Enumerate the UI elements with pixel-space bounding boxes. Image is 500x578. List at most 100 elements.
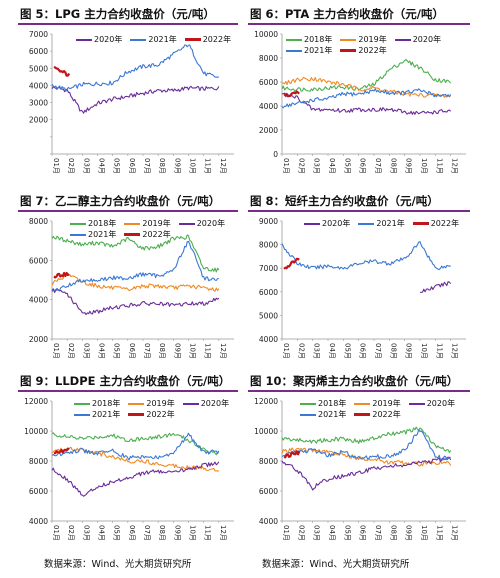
chart-title: 图 9：LLDPE 主力合约收盘价（元/吨） <box>20 374 231 388</box>
y-tick-label: 6000 <box>259 78 278 87</box>
legend-item: 2022年 <box>354 409 401 420</box>
series-line-2021 <box>51 432 220 461</box>
legend-item: 2020年 <box>408 398 456 409</box>
series-line-2018 <box>281 59 452 92</box>
source-note: 数据来源：Wind、光大期货研究所 <box>44 559 192 570</box>
legend-swatch <box>300 413 316 416</box>
legend-label: 2020年 <box>200 399 230 408</box>
legend-item: 2022年 <box>124 229 171 240</box>
series-line-2020 <box>51 288 220 316</box>
x-tick-label: 04月 <box>98 343 106 359</box>
chart-panel-psf: 图 8：短纤主力合约收盘价（元/吨） 2020年 2021年 2022年 4000 5… <box>248 193 470 367</box>
x-tick-label: 08月 <box>389 525 397 541</box>
x-tick-label: 10月 <box>189 525 197 541</box>
x-tick-label: 07月 <box>374 525 382 541</box>
legend-label: 2020年 <box>412 35 442 44</box>
x-tick-label: 06月 <box>128 158 136 174</box>
y-tick-label: 4000 <box>29 296 48 305</box>
x-tick-label: 07月 <box>374 343 382 359</box>
legend-label: 2018年 <box>318 399 347 408</box>
legend-item: 2022年 <box>184 34 232 45</box>
legend-swatch <box>70 222 86 225</box>
legend-label: 2018年 <box>304 35 333 44</box>
legend-label: 2019年 <box>146 399 175 408</box>
chart-title: 图 7：乙二醇主力合约收盘价（元/吨） <box>20 194 221 208</box>
legend-item: 2022年 <box>412 218 459 229</box>
legend-label: 2021年 <box>92 410 121 419</box>
legend-label: 2021年 <box>148 35 177 44</box>
x-tick-label: 03月 <box>313 525 321 541</box>
legend-swatch <box>130 38 147 41</box>
legend-swatch <box>76 38 92 41</box>
x-tick-label: 08月 <box>389 343 397 359</box>
x-tick-label: 09月 <box>173 158 181 174</box>
legend-item: 2022年 <box>340 45 387 56</box>
legend-swatch <box>300 402 316 405</box>
legend-label: 2022年 <box>142 230 171 239</box>
series-line-2022 <box>53 271 70 279</box>
y-tick-label: 4000 <box>29 517 48 526</box>
x-tick-label: 07月 <box>143 343 151 359</box>
legend-item: 2021年 <box>70 229 116 240</box>
y-tick-label: 6000 <box>29 487 48 496</box>
y-tick-label: 6000 <box>259 487 278 496</box>
y-tick-label: 8000 <box>259 54 278 63</box>
series-line-2022 <box>283 257 300 270</box>
legend-label: 2022年 <box>358 46 387 55</box>
x-tick-label: 01月 <box>282 525 290 541</box>
series-line-2021 <box>281 241 451 271</box>
x-tick-label: 11月 <box>435 525 443 541</box>
title-rule <box>18 390 238 392</box>
legend-label: 2022年 <box>202 35 232 44</box>
legend-swatch <box>184 38 201 41</box>
y-tick-label: 6000 <box>259 288 278 297</box>
y-tick-label: 4000 <box>259 517 278 526</box>
legend-item: 2018年 <box>70 218 116 229</box>
series-line-2021 <box>281 429 451 461</box>
chart-plot: 0 2000 4000 6000 8000 10000 01月 02月 03月 04月 05月 06月… <box>254 30 466 174</box>
x-tick-label: 05月 <box>113 158 121 174</box>
x-tick-label: 12月 <box>219 343 227 359</box>
x-tick-label: 02月 <box>297 158 305 174</box>
chart-panel-meg: 图 7：乙二醇主力合约收盘价（元/吨） 2018年 2019年 2020年 2021年… <box>18 193 238 367</box>
x-tick-label: 04月 <box>98 525 106 541</box>
x-tick-label: 09月 <box>173 343 181 359</box>
x-tick-label: 06月 <box>128 343 136 359</box>
y-tick-label: 12000 <box>24 397 48 406</box>
legend-item: 2018年 <box>300 398 346 409</box>
y-tick-label: 9000 <box>259 217 278 226</box>
legend-label: 2020年 <box>322 219 351 228</box>
legend-label: 2021年 <box>318 410 347 419</box>
x-tick-label: 02月 <box>67 525 75 541</box>
legend-swatch <box>354 413 371 416</box>
chart-title: 图 8：短纤主力合约收盘价（元/吨） <box>250 194 439 208</box>
legend-label: 2019年 <box>372 399 401 408</box>
legend-item: 2018年 <box>74 398 120 409</box>
legend-label: 2018年 <box>88 219 117 228</box>
y-tick-label: 8000 <box>29 457 48 466</box>
y-tick-label: 2000 <box>259 126 278 135</box>
x-tick-label: 09月 <box>405 343 413 359</box>
legend-swatch <box>304 222 320 225</box>
x-tick-label: 11月 <box>204 343 212 359</box>
x-tick-label: 12月 <box>451 158 459 174</box>
series-line-2020 <box>281 456 452 491</box>
y-tick-label: 4000 <box>29 81 48 90</box>
x-tick-label: 05月 <box>113 525 121 541</box>
legend-item: 2021年 <box>300 409 346 420</box>
legend-label: 2022年 <box>146 410 175 419</box>
y-tick-label: 3000 <box>29 99 48 108</box>
y-tick-label: 2000 <box>29 335 48 344</box>
x-tick-label: 06月 <box>128 525 136 541</box>
legend-label: 2020年 <box>426 399 456 408</box>
x-tick-label: 12月 <box>451 525 459 541</box>
series-line-2021 <box>51 44 220 92</box>
x-tick-label: 07月 <box>143 158 151 174</box>
series-line-2020 <box>51 461 220 497</box>
y-tick-label: 12000 <box>254 397 278 406</box>
x-tick-label: 12月 <box>219 525 227 541</box>
legend-item: 2020年 <box>182 398 230 409</box>
chart-plot: 4000 6000 8000 10000 12000 01月 02月 03月 04月 05月 06月… <box>254 397 466 541</box>
legend-swatch <box>74 402 90 405</box>
y-tick-label: 5000 <box>259 311 278 320</box>
